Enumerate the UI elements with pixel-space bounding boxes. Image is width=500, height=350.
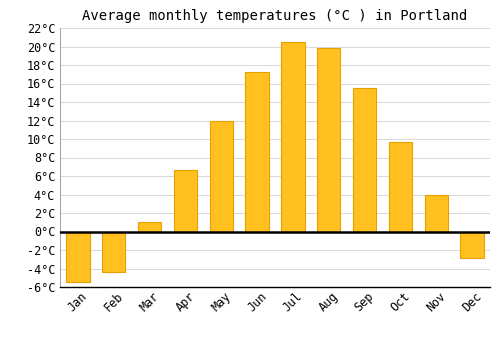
- Bar: [138, 222, 161, 231]
- Bar: [66, 231, 90, 282]
- Bar: [353, 88, 376, 231]
- Bar: [282, 42, 304, 231]
- Bar: [424, 195, 448, 231]
- Title: Average monthly temperatures (°C ) in Portland: Average monthly temperatures (°C ) in Po…: [82, 9, 468, 23]
- Bar: [246, 72, 268, 231]
- Bar: [389, 142, 412, 231]
- Bar: [102, 231, 126, 272]
- Bar: [210, 120, 233, 231]
- Bar: [317, 48, 340, 231]
- Bar: [174, 169, 197, 231]
- Bar: [460, 231, 483, 258]
